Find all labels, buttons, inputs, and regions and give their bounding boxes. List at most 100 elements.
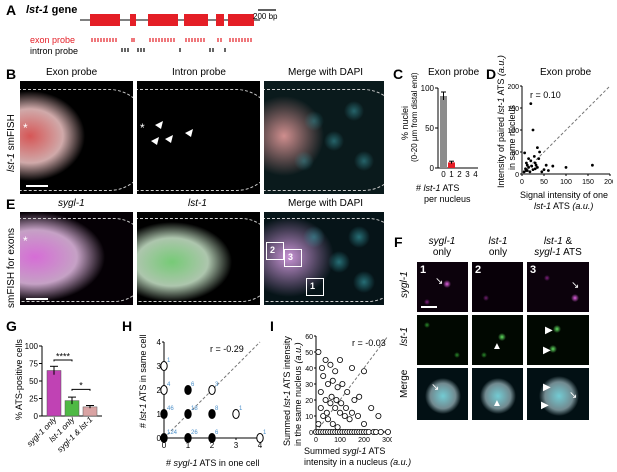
roi-box-3	[284, 249, 302, 267]
data-point	[525, 169, 529, 172]
intron-probe-label: intron probe	[30, 46, 79, 56]
panel-h-xlabel-post: ATS in one cell	[197, 458, 260, 468]
bar-0	[46, 370, 62, 417]
count-label: 3	[215, 382, 219, 388]
panel-c-ylabel-2: (0-20 µm from distal end)	[410, 72, 419, 162]
panel-c-xlabel-line2: per nucleus	[424, 194, 471, 204]
count-label: 6	[191, 382, 195, 388]
data-point	[522, 170, 526, 174]
panel-i-xlabel-post: ATS	[366, 446, 386, 456]
panel-f-row2-label: lst-1	[399, 327, 410, 346]
count-label: 1	[167, 358, 171, 364]
gonad-outline	[137, 218, 260, 302]
panel-b-col1-title: Exon probe	[46, 67, 98, 78]
count-label: 124	[167, 430, 178, 436]
panel-b-letter: B	[6, 66, 17, 82]
tile-f-3-merge: ▶ ▶ ↘	[527, 368, 589, 420]
y-tick-label: 50	[305, 350, 313, 357]
data-point	[327, 361, 334, 368]
x-tick-label: 0	[441, 170, 446, 179]
panel-c-xlabel: # lst-1 ATS	[416, 183, 459, 193]
panel-h-xlabel: # sygl-1 ATS in one cell	[166, 458, 259, 468]
count-label: 1	[239, 406, 243, 412]
data-point	[375, 413, 382, 420]
x-tick-label: 150	[582, 179, 594, 186]
data-point	[525, 163, 529, 167]
panel-c-xlabel-gene: lst-1	[423, 183, 441, 193]
exon-5	[216, 14, 224, 26]
tile-f-3-sygl1: 3 ↘	[527, 262, 589, 312]
panel-c-xlabel-suffix: ATS	[440, 183, 460, 193]
y-tick-label: 100	[508, 128, 519, 135]
panel-e-row-label: smFISH for exons	[6, 227, 17, 308]
count-label: 6	[215, 430, 219, 436]
panel-h-ylabel-pre: #	[138, 420, 148, 428]
data-point	[377, 429, 384, 436]
panel-c-letter: C	[393, 66, 404, 82]
y-tick-label: 0	[430, 164, 435, 173]
panel-f-col1-line2: only	[432, 247, 452, 258]
y-tick-label: 50	[29, 377, 38, 386]
panel-f-col3-post: ATS	[560, 247, 582, 258]
panel-h-ylabel: # lst-1 ATS in same cell	[138, 335, 148, 428]
arrowhead-icon: ▶	[545, 325, 553, 336]
data-point	[341, 413, 348, 420]
tile-f-2-merge: ▲	[472, 368, 523, 420]
data-point	[551, 164, 555, 168]
y-tick-label: 200	[508, 84, 519, 91]
micrograph-exon-probe: *	[20, 81, 133, 194]
panel-i-xlabel-gene: sygl-1	[342, 446, 367, 456]
panel-e-col1-title: sygl-1	[58, 198, 85, 209]
y-tick-label: 40	[305, 366, 313, 373]
data-point	[317, 405, 324, 412]
roi-label-1: 1	[310, 281, 316, 291]
sig-bracket-2	[71, 388, 91, 391]
scale-label: 200 bp	[253, 12, 278, 21]
exon-3	[148, 14, 178, 26]
tile-number: 2	[475, 264, 482, 276]
x-tick-label: 4	[258, 441, 263, 450]
data-point	[329, 421, 336, 428]
panel-f-col3-header: lst-1 & sygl-1 ATS	[527, 236, 589, 258]
x-tick-label: 1	[449, 170, 454, 179]
panel-i-ylabel-post: ATS intensity	[282, 336, 292, 391]
data-point	[323, 409, 330, 416]
data-point	[320, 373, 327, 380]
data-point	[208, 385, 216, 395]
data-point	[528, 170, 532, 174]
data-point	[529, 102, 533, 105]
data-point	[184, 433, 192, 443]
arrowhead-icon: ▶	[541, 400, 549, 411]
data-point	[530, 164, 534, 168]
bar-0	[440, 96, 447, 168]
panel-g-letter: G	[6, 318, 17, 334]
panel-f-row1-label: sygl-1	[399, 271, 410, 298]
data-point	[232, 409, 240, 419]
tile-f-3-lst1: ▶ ▶	[527, 315, 589, 365]
x-tick-label: 3	[465, 170, 470, 179]
panel-f-row3-label: Merge	[399, 369, 410, 398]
roi-box-1	[306, 278, 324, 296]
panel-i-xlabel-unit: (a.u.)	[390, 457, 412, 467]
panel-d-title: Exon probe	[540, 67, 592, 78]
panel-d-xlabel-unit: (a.u.)	[572, 201, 594, 211]
panel-e-col2-title: lst-1	[188, 198, 207, 209]
distal-tip-star: *	[23, 234, 28, 248]
scale-bar	[26, 185, 48, 187]
panel-f-col2-gene: lst-1	[488, 236, 508, 247]
data-point	[591, 163, 594, 167]
panel-h-letter: H	[122, 318, 133, 334]
data-point	[184, 385, 192, 395]
panel-h-ylabel-post: ATS in same cell	[138, 334, 148, 404]
panel-d-xlabel-2: lst-1 ATS (a.u.)	[534, 201, 593, 211]
micrograph-merge-dapi-e: 2 3 1	[264, 212, 384, 305]
data-point	[334, 384, 341, 391]
data-point	[339, 381, 346, 388]
y-tick-label: 3	[157, 362, 162, 371]
exon-1	[90, 14, 120, 26]
tile-f-1-sygl1: 1 ↘	[417, 262, 468, 312]
panel-d-ylabel-unit: (a.u.)	[496, 55, 506, 77]
y-tick-label: 75	[29, 360, 38, 369]
